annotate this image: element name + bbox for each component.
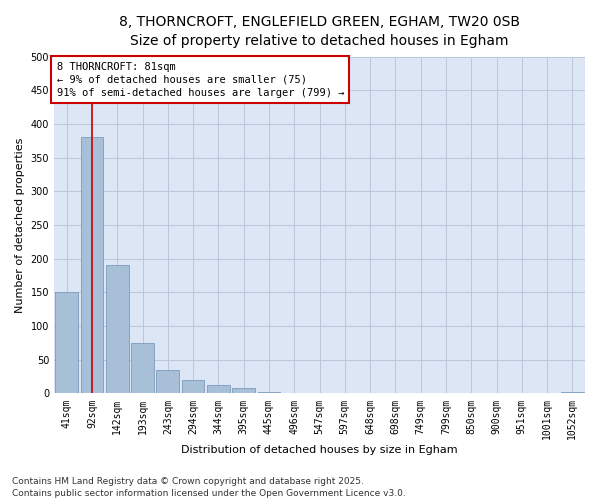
Bar xyxy=(257,392,280,394)
Y-axis label: Number of detached properties: Number of detached properties xyxy=(15,138,25,312)
Bar xyxy=(232,388,255,394)
X-axis label: Distribution of detached houses by size in Egham: Distribution of detached houses by size … xyxy=(181,445,458,455)
Bar xyxy=(207,384,230,394)
Text: Contains HM Land Registry data © Crown copyright and database right 2025.
Contai: Contains HM Land Registry data © Crown c… xyxy=(12,476,406,498)
Bar xyxy=(157,370,179,394)
Bar xyxy=(80,138,103,394)
Bar xyxy=(106,266,128,394)
Bar xyxy=(182,380,205,394)
Bar xyxy=(55,292,78,394)
Title: 8, THORNCROFT, ENGLEFIELD GREEN, EGHAM, TW20 0SB
Size of property relative to de: 8, THORNCROFT, ENGLEFIELD GREEN, EGHAM, … xyxy=(119,15,520,48)
Text: 8 THORNCROFT: 81sqm
← 9% of detached houses are smaller (75)
91% of semi-detache: 8 THORNCROFT: 81sqm ← 9% of detached hou… xyxy=(56,62,344,98)
Bar xyxy=(561,392,584,394)
Bar xyxy=(131,343,154,394)
